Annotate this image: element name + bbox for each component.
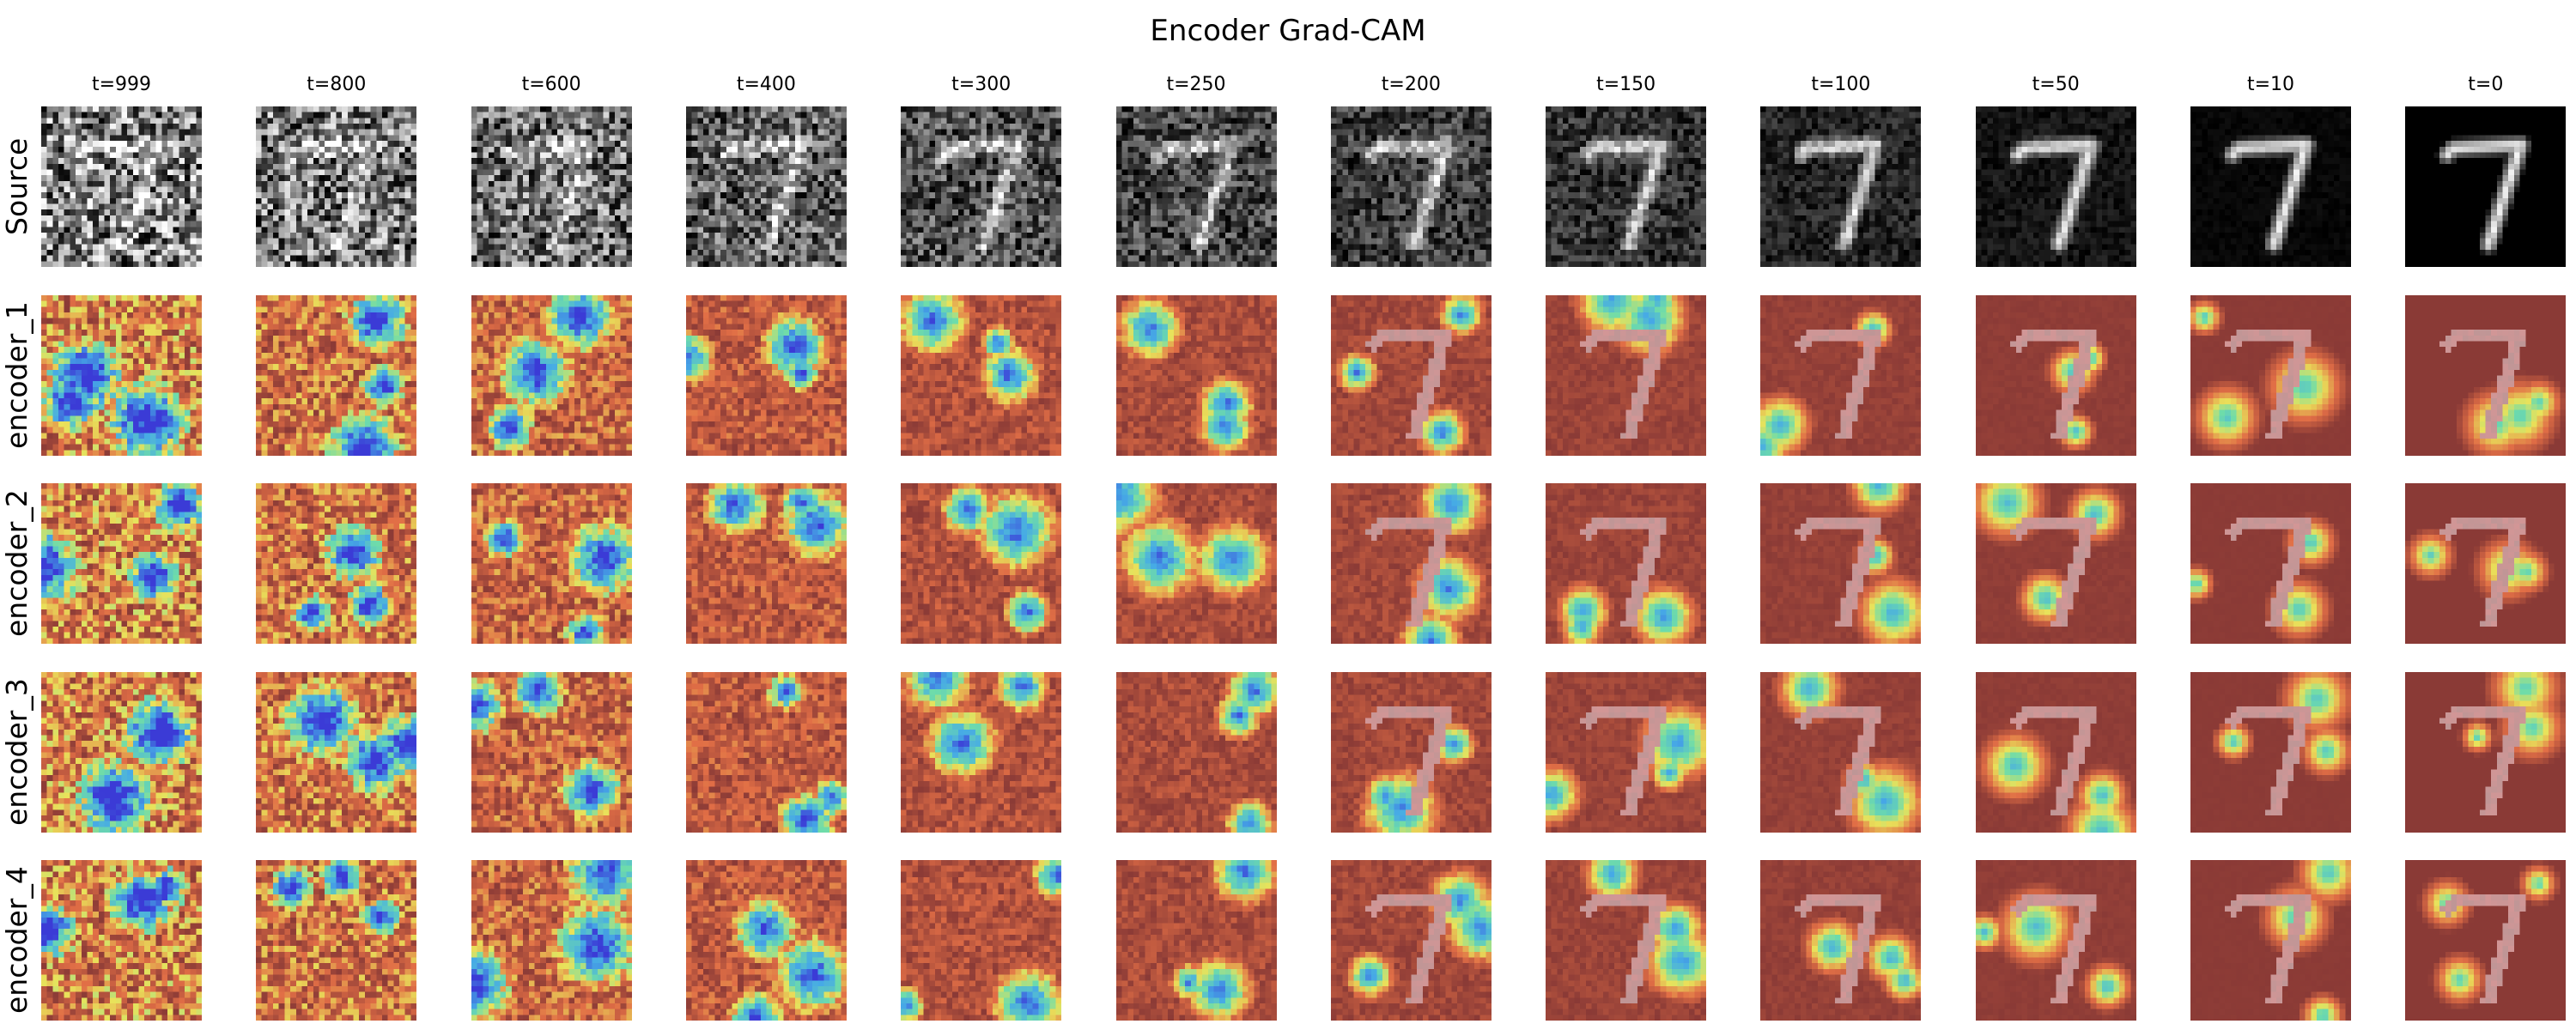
cam-heatmap-cell bbox=[2405, 671, 2567, 833]
cam-heatmap-cell bbox=[2405, 860, 2567, 1021]
column-label: t=150 bbox=[1532, 74, 1721, 96]
figure-title: Encoder Grad-CAM bbox=[0, 14, 2576, 48]
column-label: t=10 bbox=[2177, 74, 2366, 96]
cam-heatmap-cell bbox=[2190, 483, 2351, 644]
cam-heatmap-cell bbox=[2405, 294, 2567, 456]
cam-heatmap-cell bbox=[256, 483, 417, 644]
cam-heatmap-cell bbox=[1760, 671, 1922, 833]
source-image-cell bbox=[1330, 106, 1492, 267]
column-label: t=50 bbox=[1961, 74, 2150, 96]
cam-heatmap-cell bbox=[471, 483, 632, 644]
cam-heatmap-cell bbox=[1546, 860, 1707, 1021]
cam-heatmap-cell bbox=[41, 671, 202, 833]
cam-heatmap-cell bbox=[1115, 294, 1277, 456]
column-label: t=800 bbox=[242, 74, 431, 96]
source-image-cell bbox=[41, 106, 202, 267]
cam-heatmap-cell bbox=[41, 860, 202, 1021]
column-label: t=999 bbox=[27, 74, 216, 96]
cam-heatmap-cell bbox=[256, 860, 417, 1021]
source-image-cell bbox=[2190, 106, 2351, 267]
cam-heatmap-cell bbox=[1975, 860, 2136, 1021]
cam-heatmap-cell bbox=[1546, 483, 1707, 644]
column-label: t=250 bbox=[1102, 74, 1291, 96]
cam-heatmap-cell bbox=[1975, 294, 2136, 456]
source-image-cell bbox=[685, 106, 847, 267]
cam-heatmap-cell bbox=[256, 671, 417, 833]
column-label: t=300 bbox=[887, 74, 1076, 96]
cam-heatmap-cell bbox=[1975, 483, 2136, 644]
cam-heatmap-cell bbox=[1330, 483, 1492, 644]
cam-heatmap-cell bbox=[2190, 671, 2351, 833]
row-label: encoder_2 bbox=[0, 490, 33, 638]
cam-heatmap-cell bbox=[1760, 294, 1922, 456]
cam-heatmap-cell bbox=[1115, 860, 1277, 1021]
column-label: t=600 bbox=[457, 74, 646, 96]
column-label: t=0 bbox=[2391, 74, 2576, 96]
cam-heatmap-cell bbox=[901, 294, 1062, 456]
column-label: t=200 bbox=[1316, 74, 1505, 96]
cam-heatmap-cell bbox=[901, 671, 1062, 833]
cam-heatmap-cell bbox=[1546, 671, 1707, 833]
cam-heatmap-cell bbox=[41, 483, 202, 644]
cam-heatmap-cell bbox=[1330, 294, 1492, 456]
column-label: t=100 bbox=[1747, 74, 1935, 96]
source-image-cell bbox=[1975, 106, 2136, 267]
cam-heatmap-cell bbox=[685, 483, 847, 644]
cam-heatmap-cell bbox=[685, 294, 847, 456]
column-label: t=400 bbox=[671, 74, 860, 96]
cam-heatmap-cell bbox=[256, 294, 417, 456]
source-image-cell bbox=[256, 106, 417, 267]
cam-heatmap-cell bbox=[2190, 294, 2351, 456]
source-image-cell bbox=[1115, 106, 1277, 267]
source-image-cell bbox=[1760, 106, 1922, 267]
cam-heatmap-cell bbox=[471, 671, 632, 833]
source-image-cell bbox=[471, 106, 632, 267]
cam-heatmap-cell bbox=[471, 860, 632, 1021]
cam-heatmap-cell bbox=[2405, 483, 2567, 644]
row-label: Source bbox=[0, 138, 33, 235]
cam-heatmap-cell bbox=[901, 860, 1062, 1021]
source-image-cell bbox=[1546, 106, 1707, 267]
cam-heatmap-cell bbox=[41, 294, 202, 456]
source-image-cell bbox=[901, 106, 1062, 267]
cam-heatmap-cell bbox=[685, 671, 847, 833]
cam-heatmap-cell bbox=[1546, 294, 1707, 456]
cam-heatmap-cell bbox=[1975, 671, 2136, 833]
row-label: encoder_3 bbox=[0, 678, 33, 826]
cam-heatmap-cell bbox=[1330, 671, 1492, 833]
cam-heatmap-cell bbox=[1115, 671, 1277, 833]
cam-heatmap-cell bbox=[1115, 483, 1277, 644]
cam-heatmap-cell bbox=[2190, 860, 2351, 1021]
row-label: encoder_1 bbox=[0, 301, 33, 449]
cam-heatmap-cell bbox=[685, 860, 847, 1021]
cam-heatmap-cell bbox=[901, 483, 1062, 644]
cam-heatmap-cell bbox=[1760, 860, 1922, 1021]
cam-heatmap-cell bbox=[471, 294, 632, 456]
cam-heatmap-cell bbox=[1330, 860, 1492, 1021]
cam-heatmap-cell bbox=[1760, 483, 1922, 644]
row-label: encoder_4 bbox=[0, 867, 33, 1015]
source-image-cell bbox=[2405, 106, 2567, 267]
